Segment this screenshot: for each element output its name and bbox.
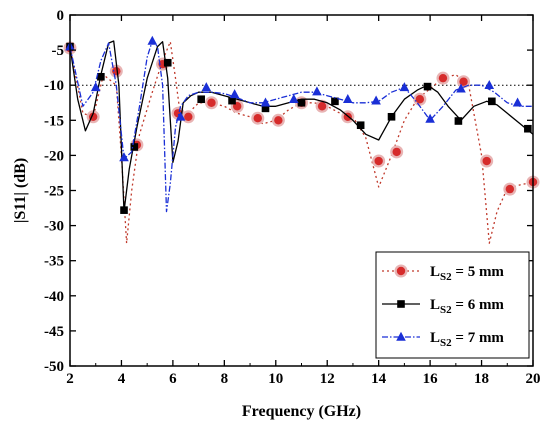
- x-axis-title: Frequency (GHz): [242, 403, 361, 420]
- legend-label-2: LS2 = 6 mm: [430, 297, 504, 316]
- data-point: [315, 99, 329, 113]
- point-dot: [374, 156, 383, 166]
- data-point: [488, 97, 496, 106]
- data-point: [261, 104, 270, 113]
- x-tick-label: 16: [423, 371, 439, 387]
- data-point: [331, 97, 339, 106]
- x-tick-label: 18: [474, 371, 489, 387]
- x-tick-label: 4: [118, 371, 126, 387]
- series-2: [66, 40, 534, 214]
- data-point: [97, 72, 105, 81]
- point-dot: [207, 98, 216, 107]
- data-point: [484, 80, 495, 89]
- series-line: [69, 40, 534, 213]
- y-axis-title: |S11| (dB): [12, 158, 29, 223]
- data-point: [425, 113, 435, 123]
- point-dot: [459, 77, 468, 86]
- data-point: [147, 35, 158, 45]
- data-point: [372, 154, 386, 168]
- data-point: [512, 97, 523, 107]
- data-point: [312, 86, 322, 96]
- x-tick-label: 14: [371, 371, 387, 387]
- data-point: [119, 152, 129, 162]
- data-point: [228, 96, 236, 105]
- point-dot: [396, 266, 406, 276]
- y-tick-label: -5: [52, 43, 65, 59]
- data-point: [390, 145, 404, 159]
- data-point: [423, 82, 432, 91]
- x-tick-label: 12: [320, 371, 335, 387]
- y-tick-label: 0: [57, 8, 65, 24]
- point-dot: [415, 95, 425, 104]
- data-point: [201, 82, 212, 92]
- data-point: [204, 96, 218, 110]
- legend-marker-1: [394, 264, 408, 278]
- data-point: [456, 83, 466, 93]
- data-point: [260, 97, 271, 107]
- point-dot: [253, 113, 262, 123]
- series-line: [69, 40, 533, 213]
- point-dot: [274, 116, 283, 125]
- legend-marker-3: [396, 331, 406, 341]
- data-point: [343, 94, 353, 104]
- series-3: [65, 35, 533, 213]
- data-point: [297, 98, 306, 107]
- series-1: [63, 41, 540, 244]
- data-point: [288, 94, 299, 104]
- legend-label-1: LS2 = 5 mm: [430, 264, 504, 283]
- x-tick-label: 6: [169, 371, 177, 387]
- y-tick-label: -45: [44, 324, 64, 340]
- point-dot: [482, 156, 491, 166]
- y-tick-label: -50: [44, 359, 64, 375]
- x-tick-label: 2: [66, 371, 74, 387]
- y-tick-label: -15: [44, 113, 64, 129]
- data-point: [454, 117, 463, 125]
- point-dot: [317, 102, 327, 111]
- data-point: [120, 206, 128, 214]
- legend-marker-2: [397, 300, 405, 308]
- data-point: [480, 154, 494, 168]
- data-point: [387, 112, 396, 121]
- data-point: [90, 82, 101, 92]
- data-point: [229, 89, 240, 99]
- data-point: [197, 95, 205, 104]
- y-tick-label: -25: [44, 184, 64, 200]
- data-point: [503, 182, 517, 196]
- data-point: [371, 95, 381, 105]
- data-point: [175, 111, 186, 121]
- point-dot: [392, 147, 401, 157]
- x-tick-label: 8: [221, 371, 229, 387]
- data-point: [181, 110, 195, 124]
- data-point: [413, 92, 427, 106]
- point-dot: [438, 73, 448, 83]
- y-tick-label: -20: [44, 148, 64, 164]
- data-point: [399, 82, 410, 92]
- x-tick-label: 10: [268, 371, 283, 387]
- data-point: [457, 75, 471, 89]
- y-tick-label: -35: [44, 254, 64, 270]
- ticks-layer: 2 4 6 8 10 12 14 16 18 20 0 -5 -10 -15 -20 -25 -30 -35 -40…: [44, 8, 541, 387]
- y-tick-label: -10: [44, 78, 64, 94]
- legend-label-3: LS2 = 7 mm: [430, 330, 504, 349]
- data-point: [436, 71, 450, 85]
- x-tick-label: 20: [526, 371, 541, 387]
- point-dot: [112, 66, 121, 76]
- point-dot: [184, 112, 193, 121]
- data-point: [356, 121, 365, 130]
- y-tick-label: -30: [44, 219, 64, 235]
- data-point: [251, 111, 265, 125]
- data-point: [271, 113, 285, 127]
- y-tick-label: -40: [44, 289, 64, 305]
- data-point: [524, 124, 532, 133]
- series-layer: [63, 35, 540, 244]
- data-point: [130, 143, 139, 151]
- data-point: [163, 58, 172, 67]
- point-dot: [505, 184, 515, 194]
- legend: LS2 = 5 mm LS2 = 6 mm LS2 = 7 mm: [375, 251, 530, 359]
